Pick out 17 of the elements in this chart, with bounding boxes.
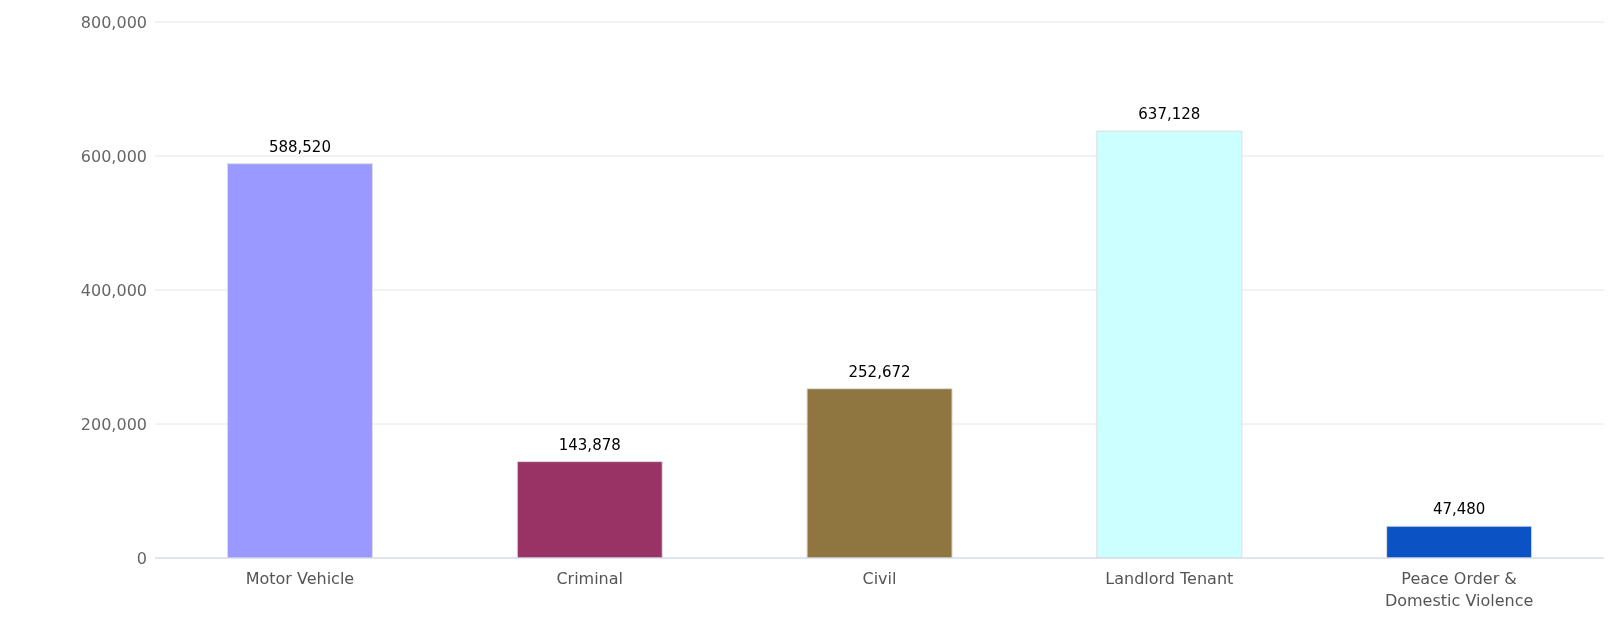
x-tick-label: Criminal [556,569,624,588]
bar [516,461,663,558]
x-tick-label: Civil [862,569,897,588]
x-tick-label: Landlord Tenant [1105,569,1234,588]
data-label: 588,520 [268,137,331,156]
y-tick-label: 600,000 [80,146,147,166]
y-tick-label: 200,000 [80,414,147,434]
x-tick-label: Motor Vehicle [245,569,355,588]
x-tick-label: Peace Order & Domestic Violence [1384,569,1534,610]
data-label: 637,128 [1138,105,1201,124]
bar [1386,525,1533,558]
data-label: 143,878 [558,435,621,454]
y-tick-label: 400,000 [80,280,147,300]
data-label: 47,480 [1432,500,1486,519]
data-label: 252,672 [848,362,911,381]
y-tick-label: 800,000 [80,12,147,32]
y-tick-label: 0 [136,548,147,568]
